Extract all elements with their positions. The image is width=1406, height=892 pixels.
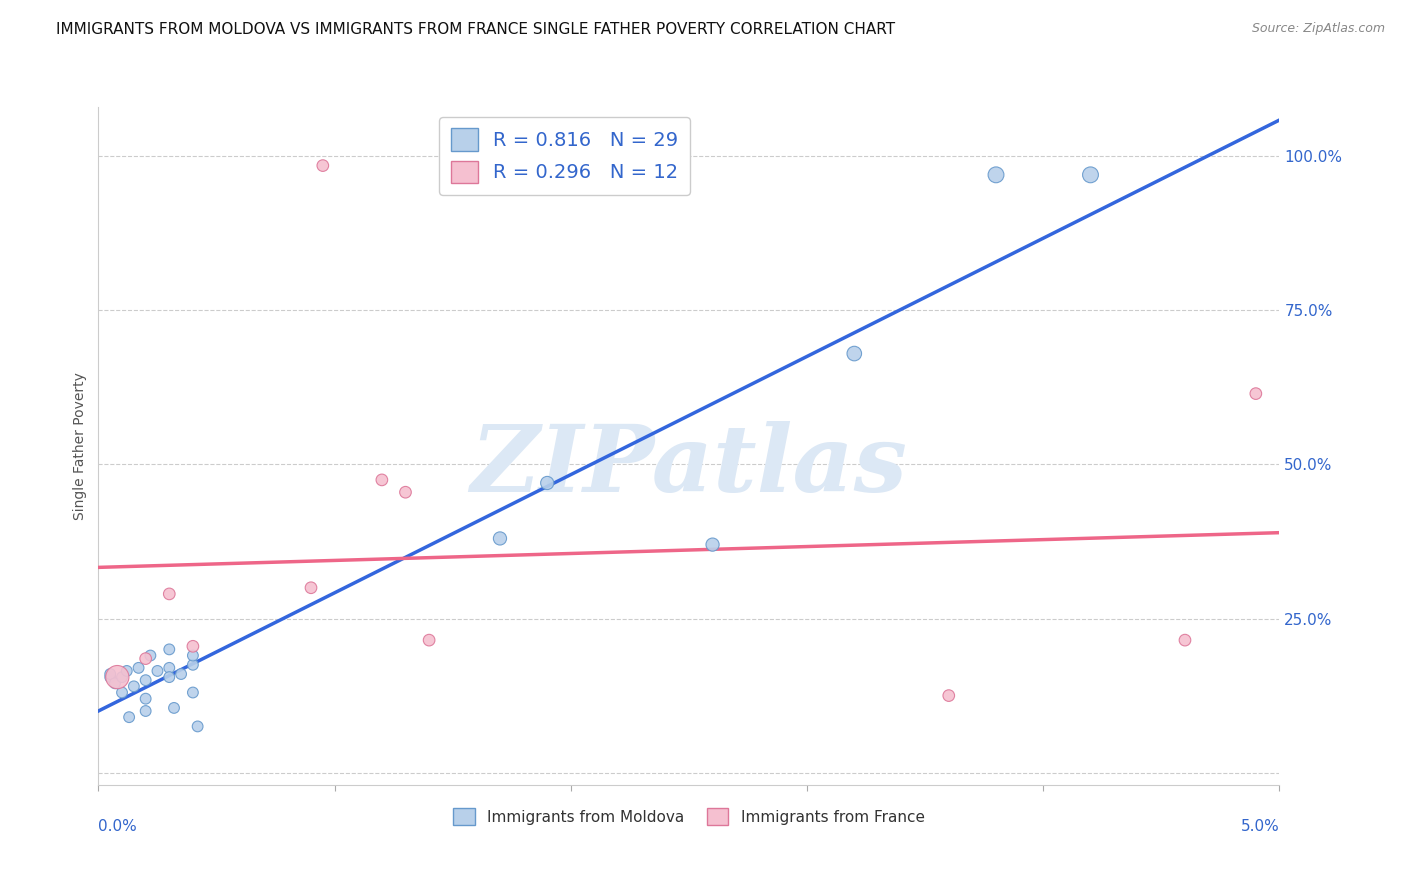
Point <box>135 704 157 718</box>
Point <box>163 701 186 715</box>
Point <box>135 691 157 706</box>
Point <box>170 667 193 681</box>
Point <box>157 642 180 657</box>
Point <box>187 719 209 733</box>
Point <box>122 679 145 693</box>
Point <box>135 673 157 688</box>
Legend: Immigrants from Moldova, Immigrants from France: Immigrants from Moldova, Immigrants from… <box>447 802 931 831</box>
Point <box>371 473 394 487</box>
Point <box>135 651 157 665</box>
Point <box>1080 168 1102 182</box>
Point <box>181 648 204 663</box>
Point <box>105 670 128 684</box>
Point <box>111 685 134 699</box>
Point <box>157 587 180 601</box>
Point <box>115 664 138 678</box>
Point <box>844 346 866 360</box>
Point <box>146 664 169 678</box>
Point <box>418 633 440 648</box>
Point <box>98 667 121 681</box>
Point <box>118 710 141 724</box>
Y-axis label: Single Father Poverty: Single Father Poverty <box>73 372 87 520</box>
Point <box>128 661 150 675</box>
Point <box>489 532 512 546</box>
Point <box>394 485 416 500</box>
Text: IMMIGRANTS FROM MOLDOVA VS IMMIGRANTS FROM FRANCE SINGLE FATHER POVERTY CORRELAT: IMMIGRANTS FROM MOLDOVA VS IMMIGRANTS FR… <box>56 22 896 37</box>
Point <box>312 159 335 173</box>
Point <box>299 581 322 595</box>
Point <box>139 648 162 663</box>
Point <box>98 670 121 684</box>
Point <box>702 538 724 552</box>
Point <box>104 676 127 690</box>
Point <box>1174 633 1197 648</box>
Text: 5.0%: 5.0% <box>1240 819 1279 834</box>
Text: 0.0%: 0.0% <box>98 819 138 834</box>
Point <box>984 168 1007 182</box>
Text: Source: ZipAtlas.com: Source: ZipAtlas.com <box>1251 22 1385 36</box>
Point <box>181 640 204 654</box>
Point <box>1244 386 1267 401</box>
Point <box>157 661 180 675</box>
Point <box>157 670 180 684</box>
Point <box>938 689 960 703</box>
Point <box>536 475 558 490</box>
Point <box>181 685 204 699</box>
Point <box>181 657 204 672</box>
Text: ZIPatlas: ZIPatlas <box>471 421 907 511</box>
Point <box>111 670 134 684</box>
